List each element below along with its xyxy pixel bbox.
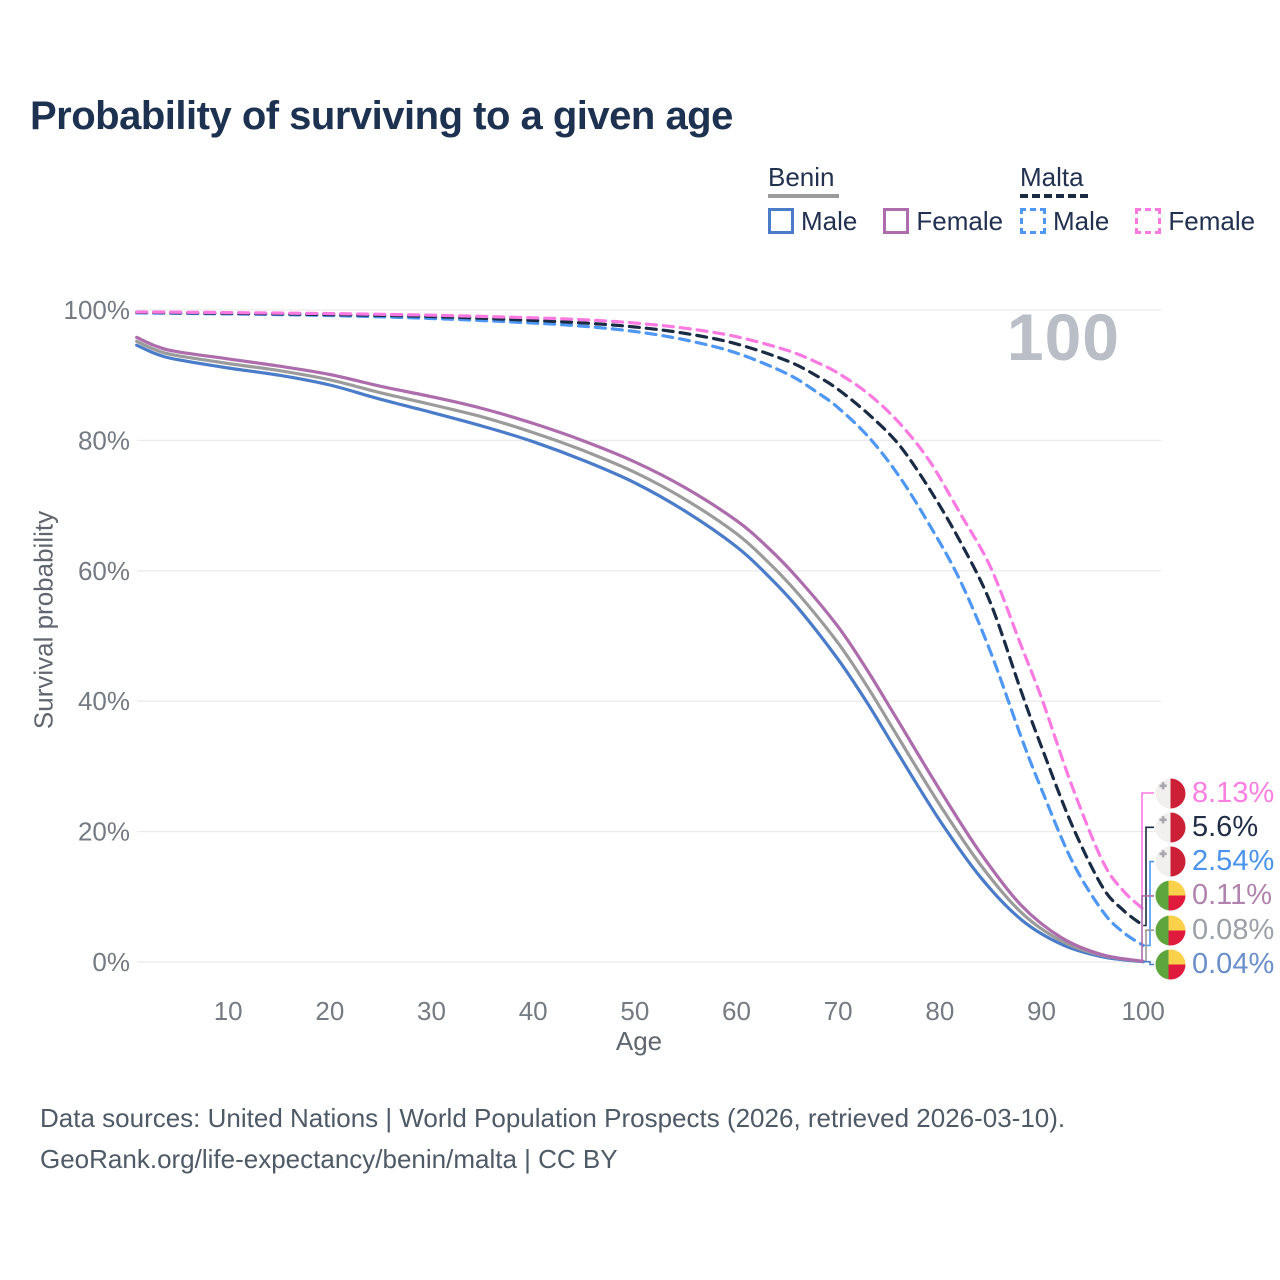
series-line-malta-female — [135, 310, 1145, 911]
legend-label-malta-female: Female — [1168, 206, 1256, 236]
x-tick-label: 10 — [214, 996, 243, 1026]
legend-group-benin: Benin Male Female — [768, 163, 1029, 235]
malta-female-swatch-icon — [1135, 208, 1162, 234]
y-tick-label: 80% — [78, 425, 130, 455]
end-label-connector-benin-female — [1141, 895, 1154, 963]
y-tick-label: 0% — [92, 947, 130, 977]
legend-item-benin-female[interactable]: Female — [883, 207, 1003, 235]
end-label-value: 0.11% — [1192, 879, 1273, 912]
x-tick-label: 30 — [417, 996, 446, 1026]
series-line-benin-female — [135, 335, 1145, 963]
y-axis-title: Survival probability — [28, 510, 59, 730]
y-tick-label: 60% — [78, 556, 130, 586]
y-tick-label: 100% — [64, 295, 131, 325]
legend-malta-items: Male Female — [1020, 207, 1280, 235]
series-line-malta-male — [135, 311, 1145, 947]
end-label-malta-male: 2.54% — [1155, 846, 1274, 878]
end-label-connector-benin-male — [1143, 960, 1154, 966]
x-tick-label: 80 — [925, 996, 954, 1026]
legend-item-benin-male[interactable]: Male — [768, 207, 857, 235]
x-tick-label: 60 — [722, 996, 751, 1026]
x-tick-label: 90 — [1027, 996, 1056, 1026]
page-title: Probability of surviving to a given age — [30, 94, 733, 138]
end-label-value: 8.13% — [1192, 776, 1275, 809]
malta-flag-icon — [1155, 846, 1186, 877]
end-label-value: 5.6% — [1192, 810, 1259, 843]
benin-flag-icon — [1155, 915, 1186, 946]
series-line-benin-total — [135, 339, 1145, 964]
footer-sources: Data sources: United Nations | World Pop… — [40, 1103, 1066, 1133]
end-label-malta-total: 5.6% — [1155, 811, 1258, 843]
legend-label-benin-male: Male — [801, 206, 858, 236]
end-label-value: 0.08% — [1192, 913, 1275, 946]
end-label-benin-total: 0.08% — [1155, 914, 1274, 946]
malta-flag-icon — [1155, 812, 1186, 843]
malta-male-swatch-icon — [1020, 208, 1046, 234]
footer-attribution: GeoRank.org/life-expectancy/benin/malta … — [40, 1144, 618, 1174]
y-tick-label: 20% — [78, 817, 130, 847]
legend-label-benin-female: Female — [916, 206, 1004, 236]
end-label-connector-malta-total — [1143, 826, 1154, 927]
legend-benin-items: Male Female — [768, 207, 1029, 235]
x-tick-label: 70 — [824, 996, 853, 1026]
x-tick-label: 20 — [315, 996, 344, 1026]
legend-malta-title: Malta — [1020, 163, 1088, 198]
y-tick-label: 40% — [78, 686, 130, 716]
legend-group-malta: Malta Male Female — [1020, 163, 1280, 235]
age-counter-watermark: 100 — [1006, 300, 1120, 374]
series-line-benin-male — [135, 343, 1145, 964]
benin-flag-icon — [1155, 949, 1186, 980]
end-label-benin-male: 0.04% — [1155, 949, 1274, 981]
end-label-value: 2.54% — [1192, 845, 1275, 878]
legend-item-malta-male[interactable]: Male — [1020, 207, 1109, 235]
legend-item-malta-female[interactable]: Female — [1135, 207, 1255, 235]
malta-flag-icon — [1155, 778, 1186, 808]
end-label-benin-female: 0.11% — [1155, 880, 1272, 912]
end-label-connector-malta-female — [1141, 792, 1154, 910]
legend-label-malta-male: Male — [1053, 206, 1110, 236]
legend-benin-title: Benin — [768, 163, 839, 198]
series-line-malta-total — [135, 310, 1145, 928]
x-axis-title: Age — [615, 1026, 663, 1056]
end-label-value: 0.04% — [1192, 948, 1275, 980]
benin-male-swatch-icon — [768, 208, 794, 234]
end-label-connector-malta-male — [1143, 860, 1154, 947]
benin-flag-icon — [1155, 880, 1186, 911]
x-tick-label: 100 — [1121, 996, 1164, 1026]
x-tick-label: 40 — [519, 996, 548, 1026]
end-label-malta-female: 8.13% — [1155, 777, 1274, 809]
x-tick-label: 50 — [620, 996, 649, 1026]
footer: Data sources: United Nations | World Pop… — [40, 1098, 1065, 1180]
benin-female-swatch-icon — [883, 208, 910, 234]
